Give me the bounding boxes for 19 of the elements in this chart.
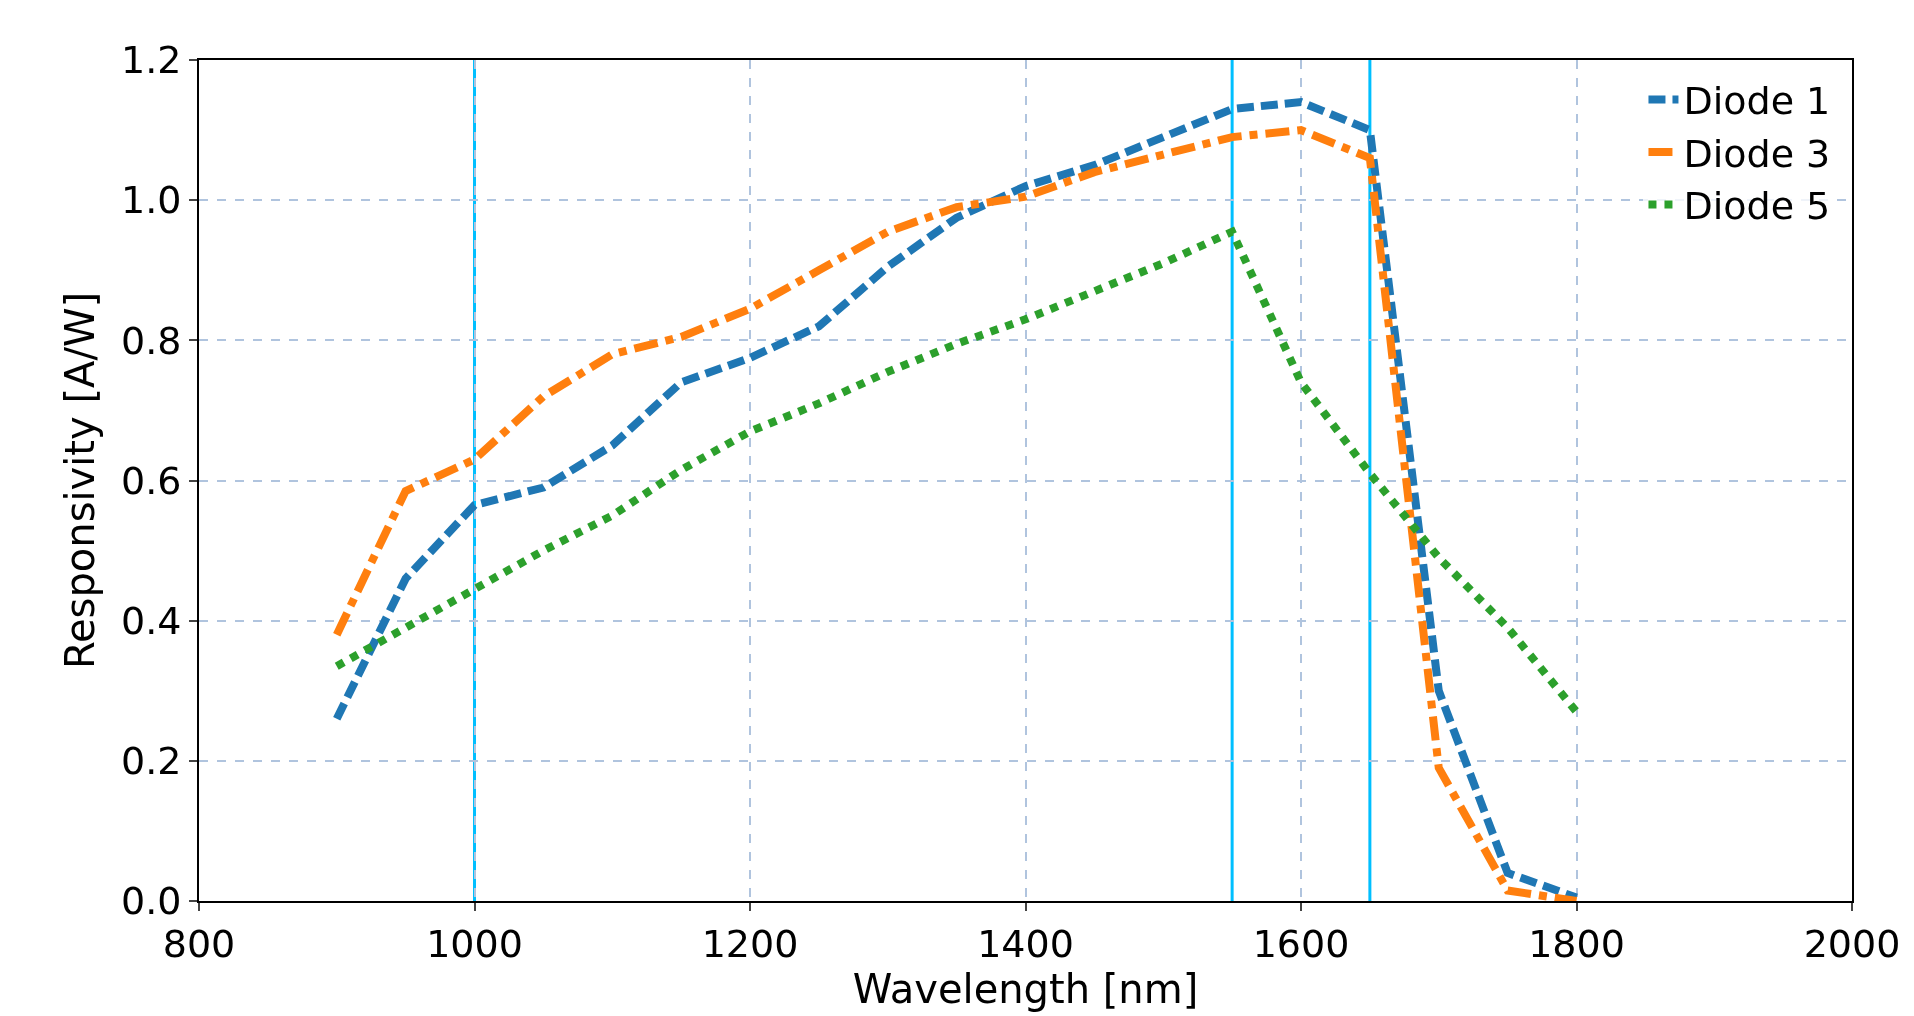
x-tick-label: 1800 (1528, 921, 1625, 966)
y-tick-label: 1.0 (120, 178, 182, 223)
y-tick-label: 0.2 (120, 739, 182, 784)
y-tick-label: 0.6 (120, 458, 182, 503)
y-tick-label: 0.4 (120, 598, 182, 643)
y-tick-label: 0.0 (120, 879, 182, 924)
x-axis-title: Wavelength [nm] (852, 965, 1199, 1012)
x-tick-label: 1200 (701, 921, 799, 966)
y-tick-label: 0.8 (120, 318, 182, 363)
legend-label: Diode 3 (1683, 131, 1831, 176)
x-tick-label: 2000 (1803, 921, 1901, 966)
y-tick-label: 1.2 (120, 38, 182, 83)
y-axis-title: Responsivity [A/W] (56, 291, 103, 670)
x-tick-label: 800 (162, 921, 236, 966)
x-tick-label: 1400 (977, 921, 1074, 966)
legend-label: Diode 1 (1683, 79, 1831, 124)
legend-label: Diode 5 (1683, 184, 1831, 229)
x-tick-label: 1000 (426, 921, 523, 966)
x-tick-label: 1600 (1252, 921, 1350, 966)
